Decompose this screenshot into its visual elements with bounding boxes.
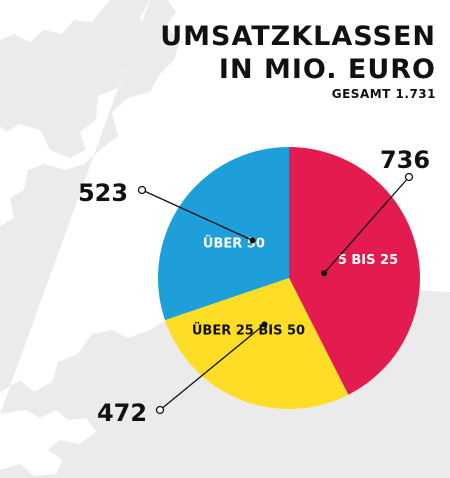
title-block: UMSATZKLASSEN IN MIO. EURO GESAMT 1.731 — [160, 20, 436, 101]
leader-dot — [249, 237, 256, 244]
leader-line — [159, 323, 265, 411]
slice-label: ÜBER 25 BIS 50 — [192, 322, 305, 338]
pie-slice-ber-50 — [158, 147, 289, 321]
title-line-1: UMSATZKLASSEN — [160, 21, 436, 52]
pie-slice-5-bis-25 — [289, 147, 420, 395]
leader-end — [404, 172, 414, 182]
leader-dot — [261, 321, 268, 328]
pie-slice-ber-25-bis-50 — [164, 278, 349, 409]
title-line-2: IN MIO. EURO — [218, 54, 436, 85]
leader-dot — [321, 270, 328, 277]
map-background-upper — [0, 0, 150, 158]
subtitle: GESAMT 1.731 — [331, 87, 436, 101]
value-label: 736 — [380, 146, 430, 174]
leader-end — [137, 185, 147, 195]
slice-label: 5 BIS 25 — [338, 253, 398, 268]
value-label: 523 — [78, 179, 128, 207]
value-label: 472 — [97, 399, 147, 427]
leader-line — [141, 189, 253, 241]
slice-label: ÜBER 50 — [203, 236, 265, 252]
leader-line — [323, 176, 410, 274]
leader-end — [155, 405, 165, 415]
